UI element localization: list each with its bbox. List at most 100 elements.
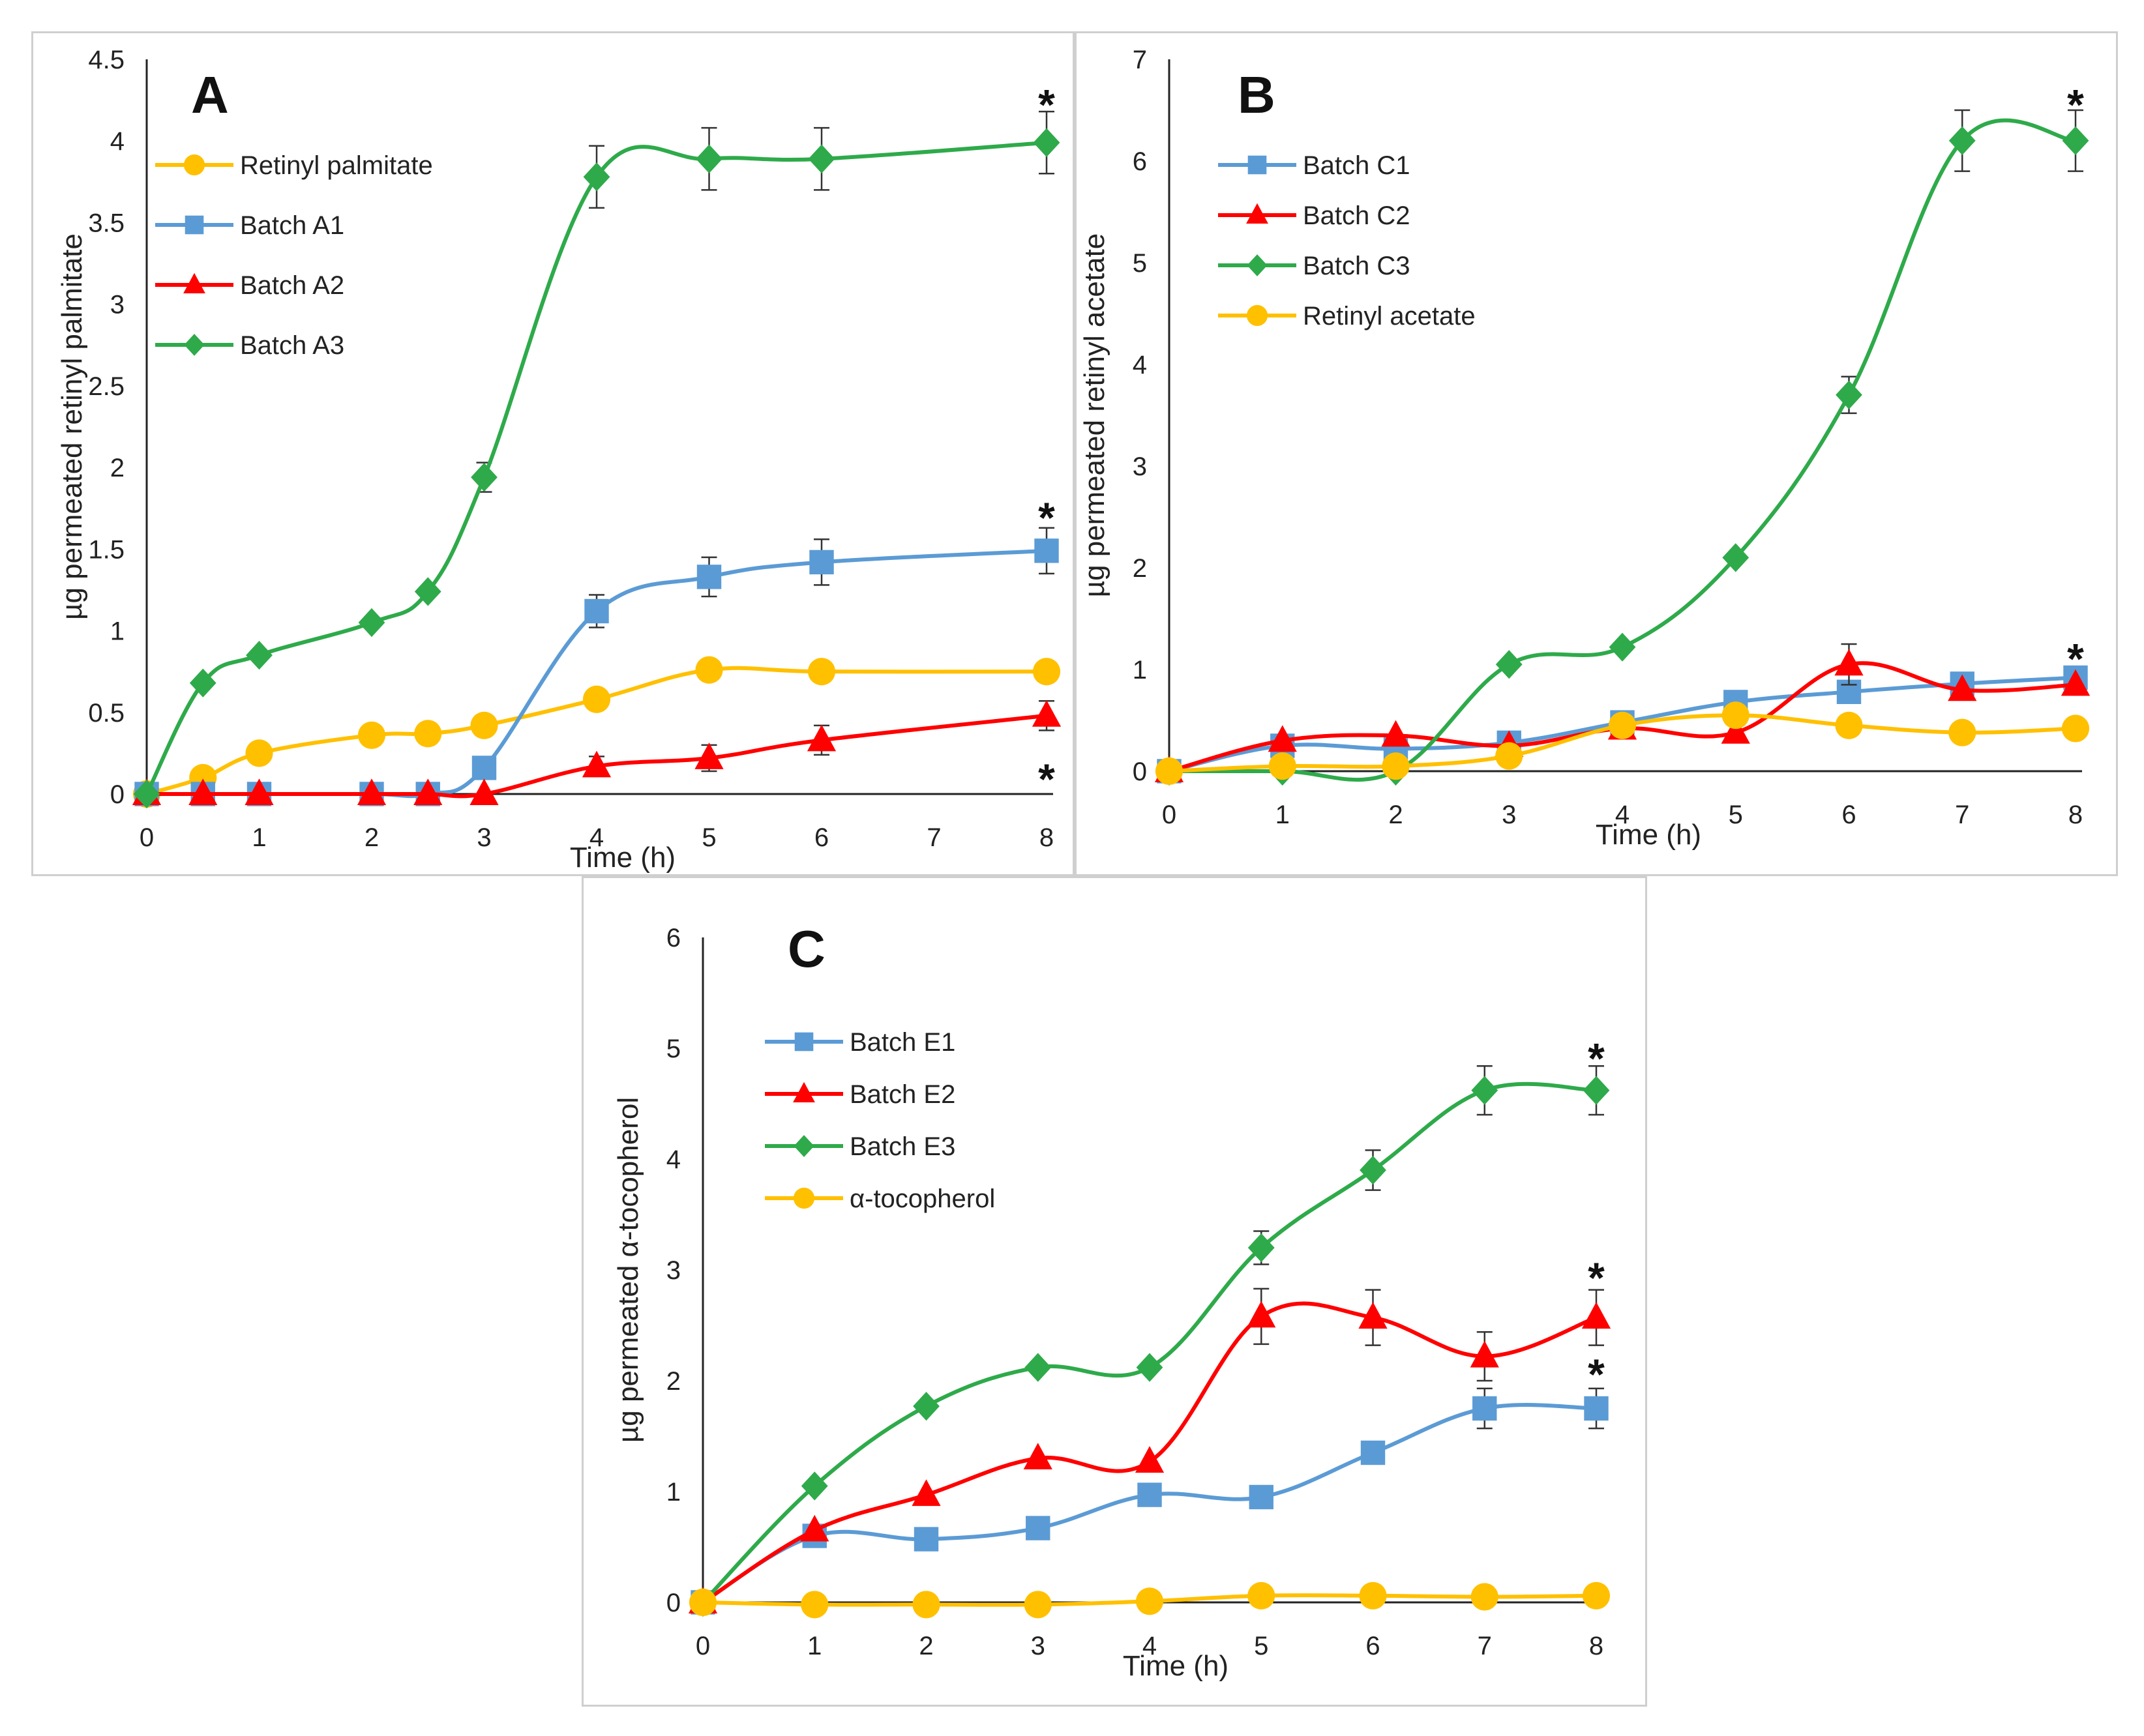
y-tick-label: 2 <box>666 1367 681 1396</box>
legend-label: Batch E3 <box>850 1132 955 1161</box>
series-batch-a2 <box>132 699 1062 805</box>
legend-entry: α-tocopherol <box>765 1184 995 1213</box>
data-point <box>696 565 722 589</box>
x-tick-label: 7 <box>1955 801 1969 829</box>
data-point <box>1608 711 1637 739</box>
y-tick-label: 4 <box>666 1145 681 1174</box>
significance-asterisk: * <box>1588 1254 1605 1302</box>
data-point <box>1023 1443 1052 1469</box>
x-tick-label: 5 <box>1729 801 1743 829</box>
x-tick-label: 2 <box>919 1632 933 1660</box>
data-point <box>809 550 834 575</box>
x-tick-label: 8 <box>2068 801 2083 829</box>
data-point <box>695 656 723 684</box>
significance-asterisk: * <box>1038 493 1055 542</box>
y-tick-label: 1 <box>666 1478 681 1507</box>
x-tick-label: 4 <box>589 823 604 852</box>
x-tick-label: 4 <box>1615 801 1630 829</box>
legend-label: Batch C2 <box>1303 201 1410 230</box>
data-point <box>1472 1396 1497 1421</box>
x-tick-label: 7 <box>1478 1632 1492 1660</box>
data-point <box>1033 128 1060 157</box>
x-tick-label: 4 <box>1142 1632 1157 1660</box>
data-point <box>1583 1076 1610 1105</box>
y-axis-label: µg permeated retinyl acetate <box>1079 233 1110 598</box>
y-tick-label: 5 <box>1133 249 1147 278</box>
x-tick-label: 6 <box>1841 801 1856 829</box>
legend-label: Batch C1 <box>1303 151 1410 180</box>
data-point <box>1495 742 1523 770</box>
legend-entry: Batch E1 <box>765 1028 955 1057</box>
data-point <box>583 162 610 192</box>
y-tick-label: 2.5 <box>88 372 125 401</box>
data-point <box>807 724 837 752</box>
panel-c: 0 1 2 3 4 5 6 7 8 0 1 2 3 4 5 6 Time (h) µg permeated α-t… <box>582 876 1647 1707</box>
y-tick-label: 4.5 <box>88 46 125 74</box>
data-point <box>1249 1484 1273 1510</box>
data-point <box>1032 699 1062 727</box>
series-line <box>701 1081 1597 1604</box>
y-tick-label: 3.5 <box>88 209 125 237</box>
legend-label: Batch A2 <box>240 271 344 300</box>
data-point <box>1247 1301 1276 1328</box>
y-tick-label: 0 <box>110 780 125 809</box>
legend-marker <box>793 1081 815 1102</box>
x-tick-label: 1 <box>807 1632 822 1660</box>
data-point <box>582 685 611 713</box>
legend-label: Batch E2 <box>850 1080 955 1109</box>
data-point <box>414 720 442 748</box>
data-point <box>1722 543 1749 572</box>
data-point <box>1721 701 1749 729</box>
y-tick-label: 7 <box>1133 46 1147 74</box>
data-point <box>696 144 722 173</box>
y-tick-label: 4 <box>1133 351 1147 379</box>
y-tick-label: 1.5 <box>88 535 125 564</box>
legend-marker <box>1246 304 1268 327</box>
data-point <box>1268 725 1297 752</box>
x-tick-label: 3 <box>1031 1632 1045 1660</box>
x-tick-label: 0 <box>1162 801 1176 829</box>
data-point <box>912 1591 940 1619</box>
legend-entry: Batch E2 <box>765 1080 955 1109</box>
y-tick-label: 4 <box>110 127 125 156</box>
data-point <box>2062 126 2089 155</box>
y-tick-label: 6 <box>1133 147 1147 176</box>
panel-letter: A <box>191 66 229 124</box>
data-point <box>1360 1440 1386 1465</box>
data-point <box>358 608 385 638</box>
x-axis-label: Time (h) <box>570 842 676 874</box>
legend-marker <box>793 1187 815 1209</box>
data-point <box>1470 1340 1499 1368</box>
x-tick-label: 6 <box>814 823 829 852</box>
y-tick-label: 0 <box>1133 758 1147 786</box>
data-point <box>800 1514 829 1542</box>
data-point <box>1024 1591 1052 1619</box>
series-line <box>1169 118 2076 782</box>
series-batch-e2 <box>688 1287 1611 1613</box>
legend-entry: Retinyl palmitate <box>155 151 433 180</box>
data-point <box>1137 1482 1162 1507</box>
x-tick-label: 2 <box>365 823 379 852</box>
data-point <box>694 743 724 769</box>
significance-asterisk: * <box>2067 635 2084 683</box>
x-tick-label: 5 <box>702 823 716 852</box>
y-tick-label: 2 <box>1133 554 1147 583</box>
data-point <box>469 778 499 805</box>
data-point <box>1135 1446 1165 1473</box>
data-point <box>1834 649 1864 676</box>
legend-marker <box>185 215 204 235</box>
legend-label: Batch A3 <box>240 331 344 360</box>
legend-label: Batch E1 <box>850 1028 955 1057</box>
legend-marker <box>794 1032 814 1052</box>
legend-label: Batch C3 <box>1303 252 1410 280</box>
x-tick-label: 1 <box>1275 801 1290 829</box>
legend-entry: Batch A2 <box>155 271 344 300</box>
data-point <box>2061 714 2090 743</box>
y-tick-label: 0.5 <box>88 699 125 728</box>
data-point <box>1470 1583 1498 1611</box>
legend-marker <box>794 1135 814 1157</box>
legend-marker <box>184 334 205 356</box>
series-retinyl-palmitate <box>132 656 1061 808</box>
series-retinyl-acetate <box>1155 701 2090 786</box>
data-point <box>357 721 386 749</box>
